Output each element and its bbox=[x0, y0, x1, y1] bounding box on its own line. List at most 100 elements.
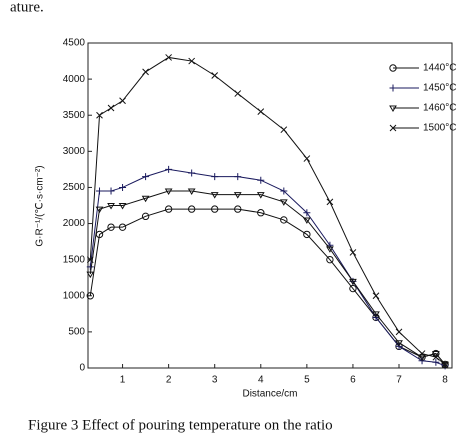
marker bbox=[441, 361, 449, 369]
marker bbox=[432, 353, 440, 361]
marker bbox=[280, 126, 288, 134]
marker bbox=[96, 187, 104, 195]
x-tick-label: 3 bbox=[212, 375, 218, 386]
marker bbox=[418, 350, 426, 357]
x-axis-label: Distance/cm bbox=[242, 389, 297, 400]
marker bbox=[280, 187, 288, 195]
y-tick-label: 2500 bbox=[63, 182, 86, 193]
marker bbox=[188, 57, 196, 65]
x-tick-label: 1 bbox=[120, 375, 126, 386]
marker bbox=[188, 169, 196, 177]
marker bbox=[141, 195, 150, 203]
marker bbox=[395, 340, 403, 347]
marker bbox=[418, 354, 426, 362]
x-tick-label: 7 bbox=[396, 375, 402, 386]
marker bbox=[395, 328, 403, 336]
marker bbox=[302, 217, 311, 224]
marker bbox=[142, 173, 150, 181]
marker bbox=[210, 192, 219, 199]
marker bbox=[349, 278, 357, 286]
x-tick-label: 6 bbox=[350, 375, 356, 386]
marker bbox=[372, 311, 380, 318]
marker bbox=[234, 90, 242, 97]
x-tick-label: 5 bbox=[304, 375, 310, 386]
marker bbox=[107, 187, 115, 195]
x-tick-label: 4 bbox=[258, 375, 264, 386]
y-tick-label: 500 bbox=[68, 327, 85, 338]
x-tick-label: 2 bbox=[166, 375, 172, 386]
caption: Figure 3 Effect of pouring temperature o… bbox=[28, 417, 333, 433]
marker bbox=[86, 292, 95, 300]
marker bbox=[303, 209, 311, 217]
marker bbox=[86, 271, 95, 279]
marker bbox=[142, 68, 149, 76]
y-tick-label: 1500 bbox=[63, 254, 86, 265]
marker bbox=[257, 209, 265, 217]
marker bbox=[389, 105, 397, 112]
marker bbox=[187, 188, 196, 196]
marker bbox=[96, 111, 103, 119]
legend-label: 1440°C bbox=[423, 63, 456, 74]
marker bbox=[165, 165, 173, 173]
marker bbox=[141, 212, 150, 221]
marker bbox=[256, 192, 265, 199]
marker bbox=[118, 223, 127, 231]
series-line bbox=[89, 190, 446, 365]
marker bbox=[389, 64, 397, 72]
marker bbox=[389, 124, 397, 132]
marker bbox=[234, 173, 242, 181]
marker bbox=[326, 246, 334, 253]
marker bbox=[107, 104, 115, 112]
marker bbox=[279, 199, 288, 206]
marker bbox=[303, 155, 311, 162]
marker bbox=[164, 205, 173, 213]
marker bbox=[211, 173, 219, 181]
marker bbox=[86, 263, 94, 271]
marker bbox=[432, 358, 440, 366]
marker bbox=[280, 216, 288, 224]
y-tick-label: 3500 bbox=[63, 110, 86, 121]
marker bbox=[95, 206, 104, 214]
marker bbox=[107, 223, 115, 231]
marker bbox=[431, 351, 440, 358]
marker bbox=[257, 176, 265, 184]
y-tick-label: 3000 bbox=[63, 146, 86, 157]
marker bbox=[326, 198, 334, 206]
y-tick-label: 0 bbox=[79, 363, 85, 374]
marker bbox=[257, 108, 265, 115]
marker bbox=[187, 205, 196, 213]
marker bbox=[441, 361, 449, 368]
marker bbox=[119, 183, 127, 191]
marker bbox=[234, 205, 242, 213]
marker bbox=[119, 97, 126, 105]
y-tick-label: 4000 bbox=[63, 74, 86, 85]
legend-label: 1450°C bbox=[423, 83, 456, 94]
y-tick-label: 2000 bbox=[63, 218, 86, 229]
legend-label: 1460°C bbox=[423, 103, 456, 114]
marker bbox=[349, 284, 357, 293]
marker bbox=[233, 192, 242, 199]
legend-label: 1500°C bbox=[423, 123, 456, 134]
series-line bbox=[89, 208, 446, 365]
y-axis-label: G·R⁻¹/(℃·s·cm⁻²) bbox=[35, 165, 46, 246]
y-tick-label: 1000 bbox=[63, 290, 86, 301]
marker bbox=[349, 249, 357, 256]
marker bbox=[86, 256, 94, 264]
marker bbox=[389, 84, 397, 92]
marker bbox=[372, 292, 380, 300]
marker bbox=[107, 203, 115, 210]
plot-frame bbox=[87, 42, 453, 369]
marker bbox=[164, 188, 173, 196]
top-text: ature. bbox=[10, 0, 44, 15]
x-tick-label: 8 bbox=[442, 375, 448, 386]
marker bbox=[326, 255, 334, 264]
y-tick-label: 4500 bbox=[63, 38, 86, 49]
marker bbox=[118, 203, 127, 210]
marker bbox=[165, 54, 172, 61]
marker bbox=[211, 205, 219, 213]
series-line bbox=[89, 56, 446, 365]
marker bbox=[211, 72, 219, 79]
marker bbox=[303, 230, 311, 239]
